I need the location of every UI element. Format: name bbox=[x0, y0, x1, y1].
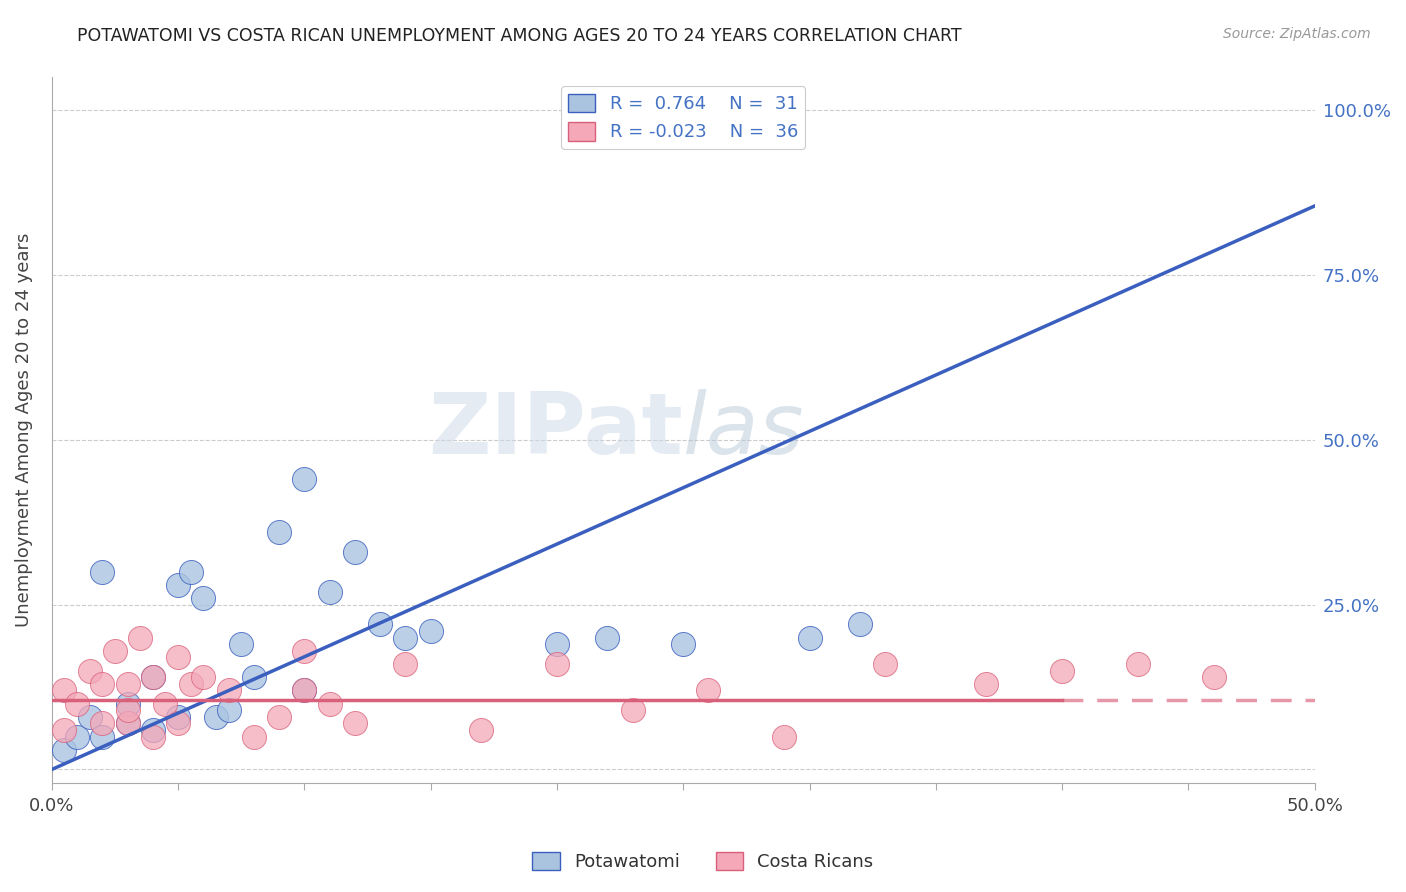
Point bbox=[697, 683, 720, 698]
Point bbox=[167, 716, 190, 731]
Point bbox=[167, 650, 190, 665]
Point bbox=[231, 637, 253, 651]
Point bbox=[394, 631, 416, 645]
Point bbox=[243, 670, 266, 684]
Point bbox=[205, 710, 228, 724]
Text: Source: ZipAtlas.com: Source: ZipAtlas.com bbox=[1223, 27, 1371, 41]
Point bbox=[142, 723, 165, 737]
Point bbox=[1126, 657, 1149, 671]
Point bbox=[218, 683, 240, 698]
Point bbox=[53, 723, 76, 737]
Point bbox=[66, 697, 89, 711]
Point bbox=[773, 730, 796, 744]
Point bbox=[117, 716, 139, 731]
Point bbox=[79, 710, 101, 724]
Point bbox=[470, 723, 492, 737]
Point bbox=[193, 670, 215, 684]
Point bbox=[672, 637, 695, 651]
Legend: R =  0.764    N =  31, R = -0.023    N =  36: R = 0.764 N = 31, R = -0.023 N = 36 bbox=[561, 87, 806, 149]
Point bbox=[343, 545, 366, 559]
Point bbox=[79, 664, 101, 678]
Point bbox=[596, 631, 619, 645]
Point bbox=[267, 525, 290, 540]
Point bbox=[218, 703, 240, 717]
Point bbox=[1050, 664, 1073, 678]
Point bbox=[546, 657, 568, 671]
Point bbox=[243, 730, 266, 744]
Point bbox=[91, 716, 114, 731]
Text: POTAWATOMI VS COSTA RICAN UNEMPLOYMENT AMONG AGES 20 TO 24 YEARS CORRELATION CHA: POTAWATOMI VS COSTA RICAN UNEMPLOYMENT A… bbox=[77, 27, 962, 45]
Point bbox=[142, 670, 165, 684]
Point bbox=[394, 657, 416, 671]
Point bbox=[292, 644, 315, 658]
Point bbox=[1202, 670, 1225, 684]
Text: las: las bbox=[683, 389, 804, 472]
Point bbox=[91, 677, 114, 691]
Point bbox=[849, 617, 872, 632]
Point bbox=[180, 565, 202, 579]
Y-axis label: Unemployment Among Ages 20 to 24 years: Unemployment Among Ages 20 to 24 years bbox=[15, 233, 32, 627]
Point bbox=[117, 703, 139, 717]
Point bbox=[546, 637, 568, 651]
Point bbox=[142, 670, 165, 684]
Point bbox=[292, 683, 315, 698]
Point bbox=[129, 631, 152, 645]
Legend: Potawatomi, Costa Ricans: Potawatomi, Costa Ricans bbox=[526, 845, 880, 879]
Point bbox=[155, 697, 177, 711]
Point bbox=[621, 703, 644, 717]
Point bbox=[318, 584, 340, 599]
Point bbox=[193, 591, 215, 606]
Point bbox=[267, 710, 290, 724]
Point bbox=[142, 730, 165, 744]
Point bbox=[799, 631, 821, 645]
Point bbox=[292, 473, 315, 487]
Point bbox=[167, 710, 190, 724]
Point bbox=[104, 644, 127, 658]
Text: ZIPat: ZIPat bbox=[429, 389, 683, 472]
Point bbox=[117, 677, 139, 691]
Point bbox=[91, 730, 114, 744]
Point bbox=[53, 683, 76, 698]
Point bbox=[292, 683, 315, 698]
Point bbox=[875, 657, 897, 671]
Point bbox=[180, 677, 202, 691]
Point bbox=[974, 677, 997, 691]
Point bbox=[117, 716, 139, 731]
Point bbox=[117, 697, 139, 711]
Point bbox=[419, 624, 441, 638]
Point bbox=[53, 742, 76, 756]
Point bbox=[167, 578, 190, 592]
Point bbox=[91, 565, 114, 579]
Point bbox=[318, 697, 340, 711]
Point bbox=[66, 730, 89, 744]
Point bbox=[343, 716, 366, 731]
Point bbox=[368, 617, 391, 632]
